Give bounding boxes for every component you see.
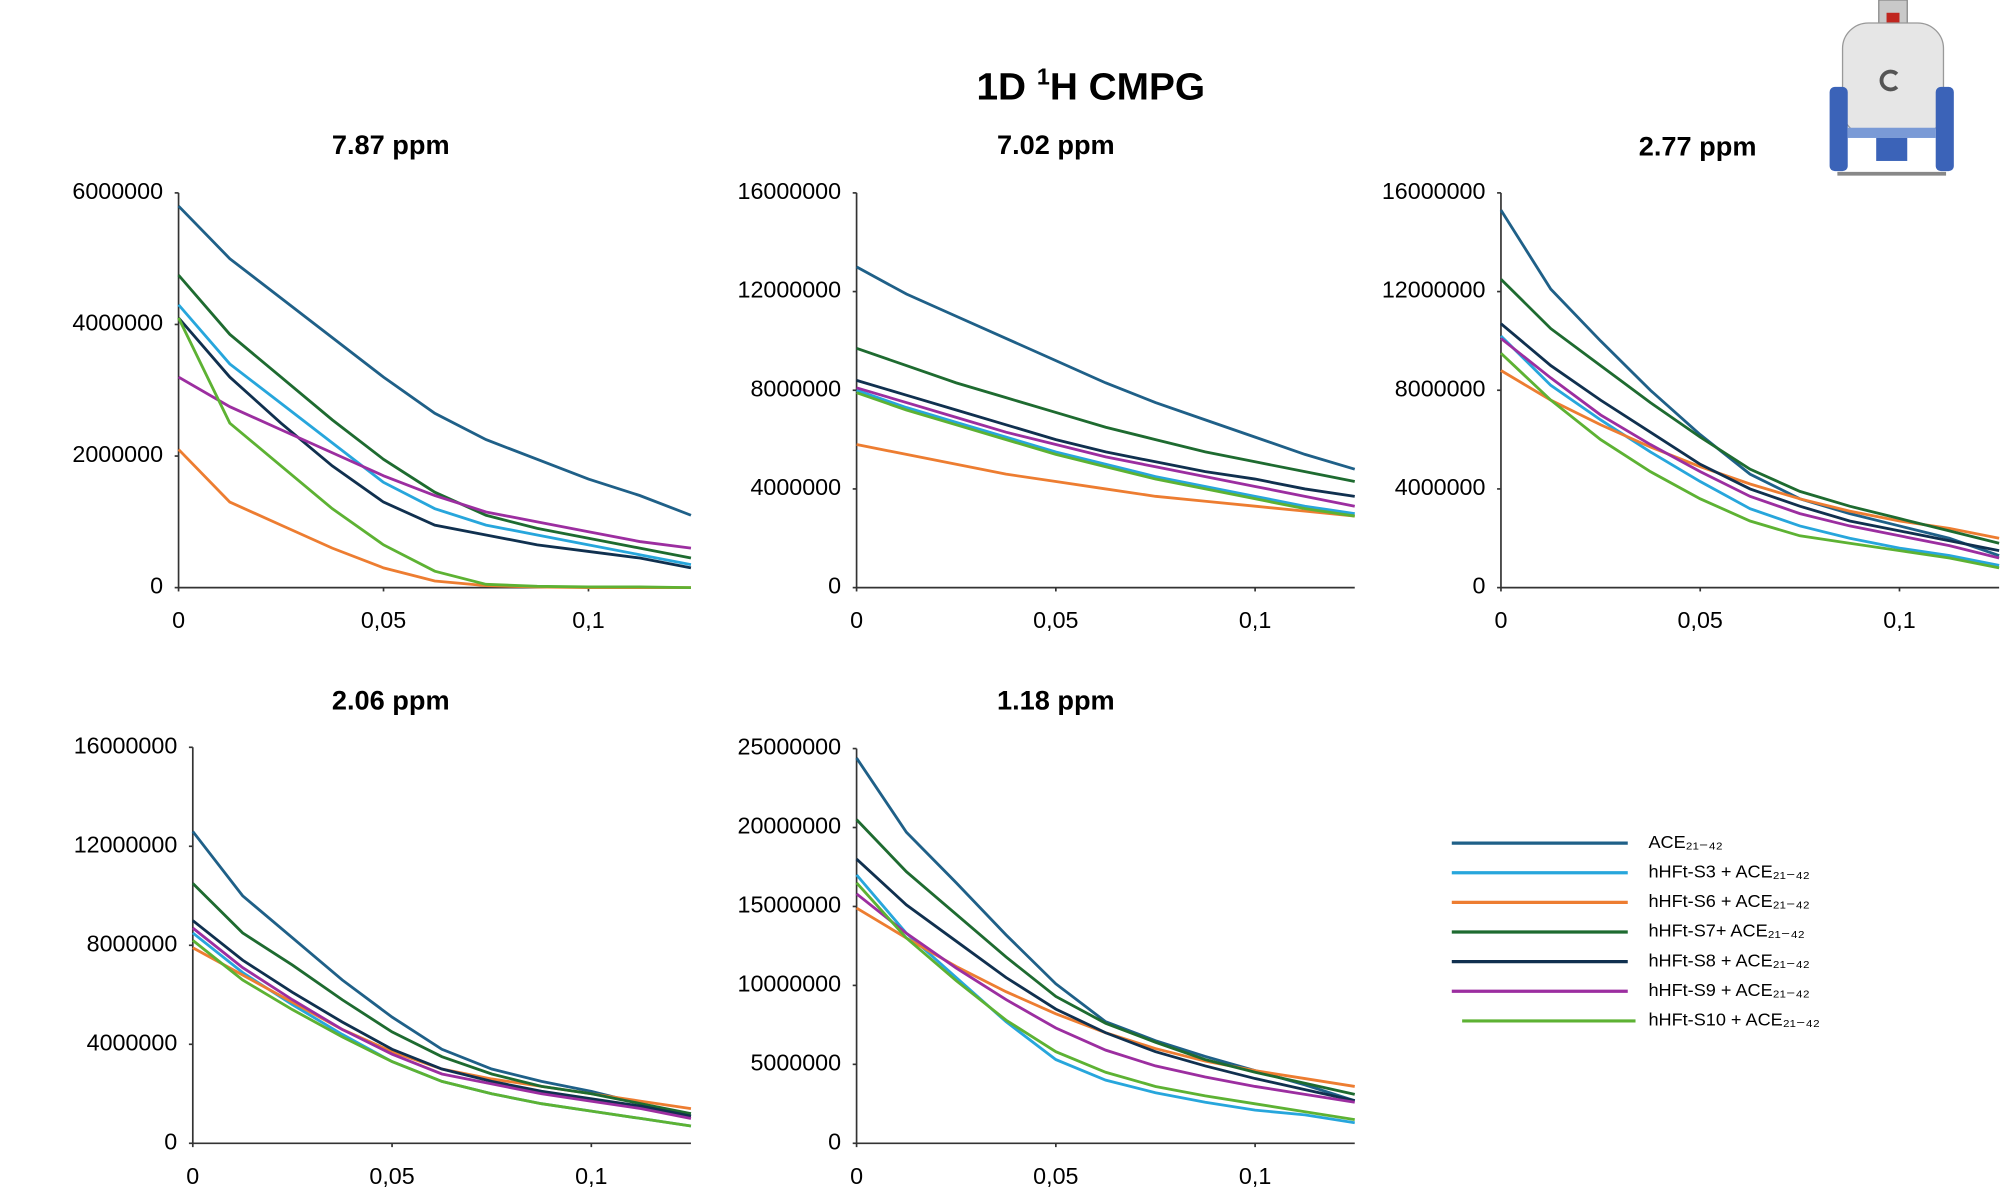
- series-line: [1500, 322, 2000, 552]
- legend-label: hHFt-S8 + ACE₂₁₋₄₂: [1648, 950, 1809, 970]
- legend-label: hHFt-S10 + ACE₂₁₋₄₂: [1648, 1010, 1819, 1030]
- series-line: [856, 346, 1356, 483]
- y-tick-label: 16000000: [74, 732, 178, 758]
- series-line: [855, 892, 1355, 1104]
- legend-label: hHFt-S9 + ACE₂₁₋₄₂: [1648, 980, 1809, 1000]
- y-tick-label: 0: [150, 573, 163, 599]
- y-tick-label: 16000000: [1382, 178, 1486, 204]
- series-line: [177, 205, 692, 517]
- x-tick-label: 0,1: [1883, 607, 1915, 633]
- chart-title: 7.02 ppm: [997, 130, 1115, 160]
- chart-title: 7.87 ppm: [332, 130, 450, 160]
- y-tick-label: 4000000: [87, 1029, 178, 1055]
- series-line: [191, 919, 692, 1118]
- y-tick-label: 8000000: [750, 375, 841, 401]
- legend-label: hHFt-S3 + ACE₂₁₋₄₂: [1648, 862, 1809, 882]
- heading-superscript: 1: [1037, 63, 1050, 89]
- series-line: [856, 443, 1355, 518]
- y-tick-label: 4000000: [72, 310, 163, 336]
- x-tick-label: 0: [850, 607, 863, 633]
- y-tick-label: 0: [828, 573, 841, 599]
- y-tick-label: 4000000: [750, 474, 841, 500]
- series-line: [1499, 278, 2000, 545]
- x-tick-label: 0: [1494, 607, 1507, 633]
- x-tick-label: 0,05: [1678, 607, 1723, 633]
- series-line: [177, 375, 692, 550]
- figure-heading: 1D 1H CMPG: [976, 63, 1205, 108]
- y-tick-label: 25000000: [738, 734, 842, 760]
- y-tick-label: 16000000: [738, 178, 842, 204]
- y-tick-label: 0: [164, 1128, 177, 1154]
- series-line: [191, 939, 692, 1128]
- series-line: [192, 946, 692, 1111]
- series-line: [1499, 334, 2000, 567]
- series-line: [177, 303, 692, 566]
- x-tick-label: 0,1: [575, 1163, 607, 1188]
- series-line: [177, 316, 692, 570]
- x-tick-label: 0,1: [572, 607, 604, 633]
- y-tick-label: 15000000: [738, 892, 842, 918]
- x-tick-label: 0,05: [1033, 607, 1078, 633]
- line-chart: 2.06 ppm 0 4000000 8000000 12000000 16000000 0…: [74, 686, 692, 1188]
- line-chart: 7.02 ppm 0 4000000 8000000 12000000 16000000 0…: [738, 130, 1356, 633]
- y-tick-label: 20000000: [738, 813, 842, 839]
- series-line: [855, 265, 1356, 471]
- series-line: [855, 881, 1355, 1121]
- y-tick-label: 0: [1472, 573, 1485, 599]
- x-tick-label: 0,05: [361, 607, 406, 633]
- y-tick-label: 0: [828, 1128, 841, 1154]
- legend-label: hHFt-S7+ ACE₂₁₋₄₂: [1648, 921, 1804, 941]
- series-line: [191, 882, 692, 1115]
- series-line: [1500, 337, 2000, 560]
- chart-title: 2.06 ppm: [332, 686, 450, 716]
- series-line: [191, 926, 692, 1120]
- line-chart: 7.87 ppm 0 2000000 4000000 6000000 0 0,05 0,1: [72, 130, 692, 633]
- series-line: [855, 818, 1356, 1096]
- x-tick-label: 0,1: [1239, 1163, 1271, 1188]
- x-tick-label: 0,05: [1033, 1163, 1078, 1188]
- y-tick-label: 12000000: [74, 831, 178, 857]
- legend-label: ACE₂₁₋₄₂: [1648, 832, 1722, 852]
- series-line: [856, 386, 1356, 508]
- chart-title: 2.77 ppm: [1639, 131, 1757, 161]
- heading-part: 1D: [976, 66, 1036, 109]
- y-tick-label: 12000000: [1382, 277, 1486, 303]
- magnet-icon: [1829, 0, 1954, 176]
- x-tick-label: 0: [172, 607, 185, 633]
- series-line: [177, 448, 691, 590]
- series-line: [856, 391, 1355, 518]
- line-chart: 1.18 ppm 0 5000000 10000000 15000000 20000000…: [738, 686, 1356, 1188]
- y-tick-label: 8000000: [1395, 375, 1486, 401]
- y-tick-label: 2000000: [72, 441, 163, 467]
- heading-part: H CMPG: [1050, 66, 1205, 109]
- line-chart: 2.77 ppm 0 4000000 8000000 12000000 16000000 0…: [1382, 131, 2000, 633]
- series-line: [855, 873, 1355, 1125]
- series-line: [855, 858, 1356, 1103]
- series-line: [177, 274, 692, 560]
- x-tick-label: 0,1: [1239, 607, 1271, 633]
- x-tick-label: 0: [850, 1163, 863, 1188]
- y-tick-label: 12000000: [738, 277, 842, 303]
- legend-label: hHFt-S6 + ACE₂₁₋₄₂: [1648, 891, 1809, 911]
- y-tick-label: 10000000: [738, 971, 842, 997]
- series-line: [1499, 209, 2000, 557]
- chart-title: 1.18 ppm: [997, 686, 1115, 716]
- y-tick-label: 4000000: [1395, 474, 1486, 500]
- y-tick-label: 5000000: [750, 1050, 841, 1076]
- series-line: [855, 906, 1355, 1088]
- series-line: [1499, 352, 2000, 570]
- x-tick-label: 0: [186, 1163, 199, 1188]
- y-tick-label: 6000000: [72, 178, 163, 204]
- x-tick-label: 0,05: [369, 1163, 414, 1188]
- legend: ACE₂₁₋₄₂ hHFt-S3 + ACE₂₁₋₄₂ hHFt-S6 + ACE₂…: [1451, 832, 1820, 1030]
- y-tick-label: 8000000: [87, 930, 178, 956]
- series-line: [856, 379, 1355, 498]
- series-line: [177, 317, 691, 590]
- series-line: [856, 388, 1355, 515]
